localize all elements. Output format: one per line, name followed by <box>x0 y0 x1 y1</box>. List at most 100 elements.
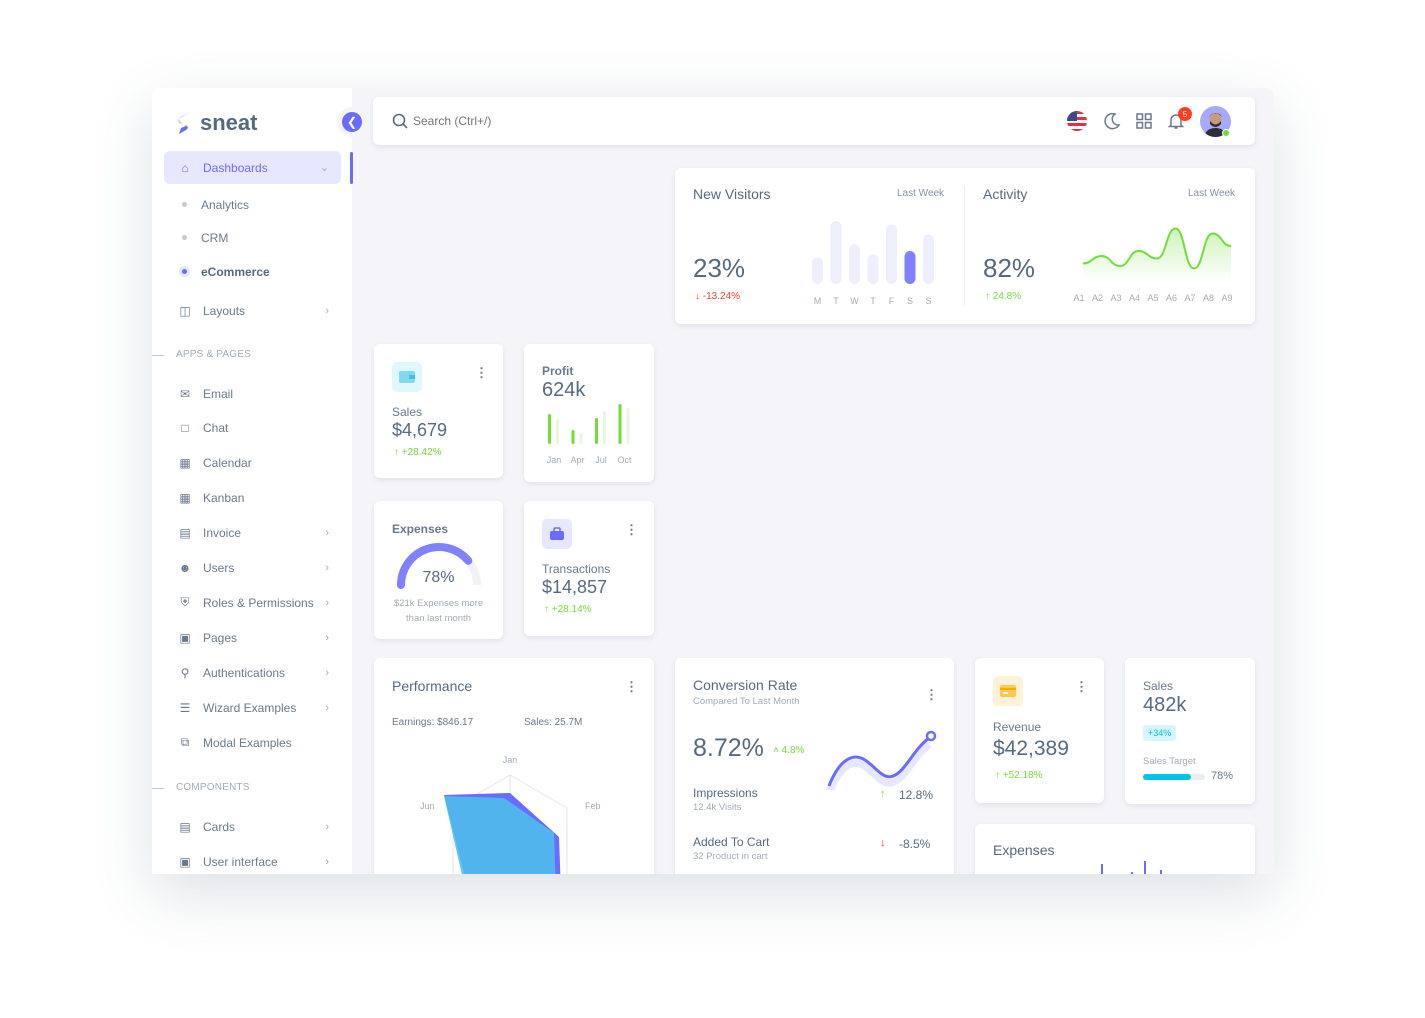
sidebar-item-label: Kanban <box>203 491 245 506</box>
collapse-sidebar-button[interactable]: ❮ <box>342 112 362 132</box>
activity-value: 82% <box>983 253 1036 283</box>
arrow-up-icon: ↑ <box>985 291 990 302</box>
section-header-components: COMPONENTS <box>152 782 250 793</box>
conversion-row-label: Added To Cart <box>693 835 770 849</box>
sidebar-item-users[interactable]: ☻ Users › <box>164 552 341 585</box>
activity-change: ↑ 24.8% <box>985 291 1021 302</box>
sidebar-item-user-interface[interactable]: ▣ User interface › <box>164 845 341 874</box>
visitors-bar <box>886 224 897 284</box>
expenses-percent: 78% <box>422 569 455 586</box>
sidebar-item-pages[interactable]: ▣ Pages › <box>164 621 341 654</box>
divider <box>964 186 965 306</box>
sidebar-item-cards[interactable]: ▤ Cards › <box>164 810 341 843</box>
sidebar-item-analytics[interactable]: Analytics <box>164 188 341 221</box>
sales-change-value: +28.42% <box>401 447 442 458</box>
visitors-bar <box>812 257 823 284</box>
conversion-row-value: 12.8% <box>899 788 934 802</box>
expenses-bar <box>1131 872 1133 874</box>
sneat-logo-icon <box>178 112 190 134</box>
bullet-icon <box>182 202 187 207</box>
sidebar-item-label: Analytics <box>201 197 250 212</box>
performance-radar-chart: Jan Feb Jun <box>420 755 601 874</box>
revenue-label: Revenue <box>993 720 1042 734</box>
profit-month-label: Apr <box>570 455 584 465</box>
online-status-dot <box>1222 129 1230 137</box>
sales-change: ↑ +28.42% <box>394 447 442 458</box>
sales-growth-badge: +34% <box>1143 725 1177 741</box>
sales-target-value: 482k <box>1143 694 1187 716</box>
sidebar-item-label: Roles & Permissions <box>203 595 314 610</box>
brand-logo[interactable]: sneat <box>176 110 257 136</box>
profit-bar-secondary <box>579 433 583 444</box>
more-options-icon[interactable]: ⋮ <box>475 365 488 380</box>
conversion-title: Conversion Rate <box>693 677 798 693</box>
sales-label: Sales <box>392 405 423 419</box>
sidebar-item-chat[interactable]: □ Chat <box>164 412 341 445</box>
sidebar-item-dashboards[interactable]: ⌂ Dashboards ⌄ <box>164 151 341 184</box>
visitors-change: ↓ -13.24% <box>695 291 740 302</box>
sidebar-item-label: Authentications <box>203 665 286 680</box>
moon-icon[interactable] <box>1103 112 1121 130</box>
sidebar-item-label: Email <box>203 386 234 401</box>
sidebar-scrollbar[interactable] <box>350 152 353 184</box>
more-options-icon[interactable]: ⋮ <box>1075 679 1088 694</box>
conversion-line-shadow <box>825 740 932 790</box>
sidebar-item-email[interactable]: ✉ Email <box>164 377 341 410</box>
credit-card-icon <box>993 676 1023 706</box>
file-icon: ▤ <box>179 526 191 541</box>
visitors-bar <box>867 254 879 284</box>
visitors-day-label: M <box>814 296 822 306</box>
user-icon: ☻ <box>178 561 192 575</box>
user-avatar[interactable] <box>1200 106 1231 137</box>
sidebar-item-crm[interactable]: CRM <box>164 221 341 254</box>
more-options-icon[interactable]: ⋮ <box>625 679 638 694</box>
activity-x-label: A1 <box>1073 293 1084 303</box>
profit-month-label: Oct <box>617 455 632 465</box>
sidebar-item-label: Invoice <box>203 526 242 541</box>
sidebar-item-label: Users <box>203 561 235 575</box>
sidebar-item-modal-examples[interactable]: ⧉ Modal Examples <box>164 726 341 759</box>
radar-label-feb: Feb <box>585 801 601 811</box>
conversion-row-value: -8.5% <box>899 837 931 851</box>
sidebar-item-label: CRM <box>201 230 229 245</box>
sales-target-caption: Sales Target <box>1143 756 1196 767</box>
apps-grid-icon[interactable] <box>1136 113 1152 129</box>
search-input[interactable] <box>413 111 813 131</box>
transactions-value: $14,857 <box>542 577 608 597</box>
revenue-change: ↑ +52.18% <box>995 770 1043 781</box>
profit-bar <box>571 430 575 444</box>
arrow-up-icon: ↑ <box>880 788 886 800</box>
activity-line <box>1082 227 1232 270</box>
sidebar-item-calendar[interactable]: ▦ Calendar <box>164 447 341 480</box>
activity-x-label: A8 <box>1203 293 1214 303</box>
grid-icon: ▦ <box>179 491 191 506</box>
cards-icon: ▤ <box>179 819 191 834</box>
sidebar-item-layouts[interactable]: ◫ Layouts › <box>164 294 341 327</box>
performance-title: Performance <box>392 678 473 694</box>
transactions-card: ⋮ Transactions $14,857 ↑ +28.14% <box>524 501 654 636</box>
sidebar-item-wizard-examples[interactable]: ☰ Wizard Examples › <box>164 691 341 724</box>
profit-bar-secondary <box>626 408 630 444</box>
sidebar-item-invoice[interactable]: ▤ Invoice › <box>164 517 341 550</box>
visitors-title: New Visitors <box>693 186 771 202</box>
sidebar-item-ecommerce[interactable]: eCommerce <box>164 255 341 288</box>
activity-x-label: A7 <box>1184 293 1195 303</box>
arrow-down-icon: ↓ <box>880 837 886 849</box>
sidebar-item-label: Pages <box>203 630 238 645</box>
sales-target-progress <box>1143 774 1205 780</box>
sidebar-item-roles-permissions[interactable]: ⛨ Roles & Permissions › <box>164 586 341 619</box>
activity-period: Last Week <box>1188 188 1236 199</box>
activity-x-label: A6 <box>1166 293 1177 303</box>
us-flag-icon[interactable] <box>1066 110 1088 132</box>
conversion-change: ˄ 4.8% <box>773 745 804 756</box>
transactions-change-value: +28.14% <box>551 604 592 615</box>
sidebar-item-kanban[interactable]: ▦ Kanban <box>164 482 341 515</box>
chat-icon: □ <box>181 421 189 436</box>
section-header-apps: APPS & PAGES <box>152 349 252 360</box>
brand-name: sneat <box>200 110 258 135</box>
profit-bar-secondary <box>603 411 606 444</box>
sidebar-item-authentications[interactable]: ⚲ Authentications › <box>164 656 341 689</box>
more-options-icon[interactable]: ⋮ <box>925 687 938 702</box>
arrow-up-icon: ↑ <box>394 447 399 458</box>
more-options-icon[interactable]: ⋮ <box>625 522 638 537</box>
